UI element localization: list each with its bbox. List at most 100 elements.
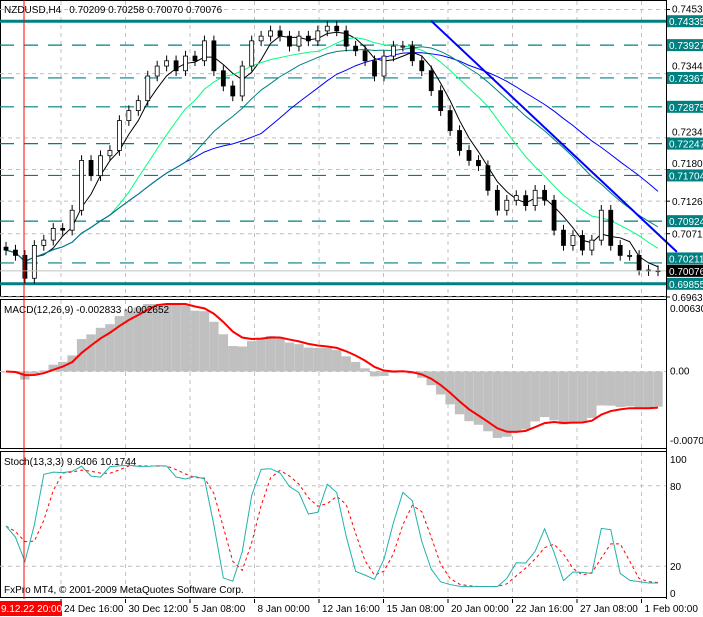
macd-histogram-bar (246, 341, 257, 372)
candle-body (126, 110, 132, 121)
macd-histogram-bar (643, 371, 654, 409)
macd-histogram-bar (161, 304, 172, 372)
macd-histogram-bar (379, 371, 389, 376)
macd-histogram-bar (587, 371, 597, 418)
candle-body (447, 110, 453, 131)
price-level-label: 0.73367 (669, 74, 703, 85)
candle-body (324, 25, 330, 32)
candle-body (98, 155, 103, 177)
candle-body (145, 75, 151, 102)
macd-axis-label: 0.00 (670, 366, 690, 377)
macd-histogram-bar (360, 368, 370, 372)
current-price-label: 0.70076 (669, 267, 703, 278)
candle-body (400, 45, 406, 48)
candle-body (598, 209, 604, 241)
candle-body (561, 229, 566, 246)
candle-body (211, 40, 217, 72)
macd-histogram-bar (265, 335, 276, 372)
price-level-label: 0.72875 (669, 103, 703, 114)
price-level-label: 0.69855 (669, 280, 703, 291)
price-level-label: 0.73927 (669, 41, 703, 52)
candle-body (391, 45, 396, 57)
macd-title: MACD(12,26,9) -0.002833 -0.002652 (4, 305, 170, 316)
macd-histogram-bar (284, 342, 295, 372)
candle-body (173, 60, 179, 72)
price-axis-label: 0.72345 (672, 127, 703, 138)
macd-histogram-bar (143, 304, 153, 372)
price-level-tag (667, 100, 703, 113)
candle-body (69, 209, 75, 231)
macd-histogram-bar (275, 337, 285, 372)
macd-histogram-bar (530, 371, 540, 422)
current-price-tag (667, 264, 703, 277)
macd-histogram-bar (95, 327, 106, 372)
candle-body (135, 100, 141, 112)
price-level-tag (667, 277, 703, 290)
macd-histogram-bar (152, 304, 162, 372)
candle-body (41, 239, 47, 246)
time-axis-label: 27 Jan 08:00 (580, 604, 638, 615)
macd-histogram-bar (48, 364, 58, 372)
macd-histogram-bar (615, 371, 625, 407)
ma-green-line (5, 37, 659, 262)
cursor-time-tag (0, 601, 62, 616)
macd-histogram-bar (577, 371, 588, 423)
candle-body (116, 120, 122, 151)
candle-body (88, 160, 94, 177)
candle-body (419, 60, 425, 72)
candle-body (249, 40, 255, 67)
candle-body (22, 254, 28, 279)
macd-histogram-bar (473, 371, 484, 425)
price-level-label: 0.72247 (669, 140, 703, 151)
candle-body (202, 40, 207, 62)
price-axis-label: 0.74535 (672, 4, 703, 15)
candle-body (343, 30, 349, 47)
symbol-title: NZDUSD,H4 (4, 5, 62, 16)
price-level-label: 0.74335 (669, 17, 703, 28)
copyright-text: FxPro MT4, © 2001-2009 MetaQuotes Softwa… (4, 585, 244, 596)
candle-body (277, 30, 283, 37)
macd-histogram-bar (596, 371, 607, 406)
macd-histogram-bar (190, 310, 200, 372)
candle-body (183, 55, 188, 72)
candle-body (258, 35, 264, 42)
ma-teal-line (5, 46, 659, 262)
candle-body (107, 150, 113, 157)
macd-histogram-bar (237, 346, 247, 372)
candle-body (381, 55, 387, 77)
ohlc-readout: 0.70209 0.70258 0.70070 0.70076 (69, 5, 222, 16)
macd-histogram-bar (568, 371, 578, 423)
time-axis-label: 5 Jan 08:00 (193, 604, 246, 615)
price-axis-label: 0.71265 (672, 197, 703, 208)
price-level-tag (667, 252, 703, 265)
macd-histogram-bar (558, 371, 569, 425)
candle-body (608, 209, 614, 246)
candle-body (580, 235, 585, 251)
candle-body (523, 195, 529, 206)
stoch-title: Stoch(13,3,3) 9.6406 10.1744 (4, 457, 137, 468)
candle-body (438, 90, 444, 112)
macd-histogram-bar (105, 324, 115, 372)
price-level-tag (667, 215, 703, 228)
macd-histogram-bar (218, 334, 229, 372)
candle-body (589, 239, 595, 251)
time-axis-label: 1 Feb 00:00 (645, 604, 699, 615)
macd-histogram-bar (303, 347, 314, 372)
trendline (430, 20, 678, 253)
candle-body (60, 228, 66, 231)
macd-histogram-bar (464, 371, 474, 422)
stoch-axis-label: 80 (670, 482, 682, 493)
macd-histogram-bar (133, 307, 143, 372)
candle-body (372, 60, 377, 77)
price-level-tag (667, 71, 703, 84)
stochastic-pane (0, 451, 667, 598)
candle-body (192, 55, 198, 62)
candle-body (570, 235, 576, 246)
candle-body (268, 30, 273, 37)
candle-body (3, 246, 9, 251)
macd-histogram-bar (29, 371, 40, 375)
candle-body (50, 228, 56, 241)
